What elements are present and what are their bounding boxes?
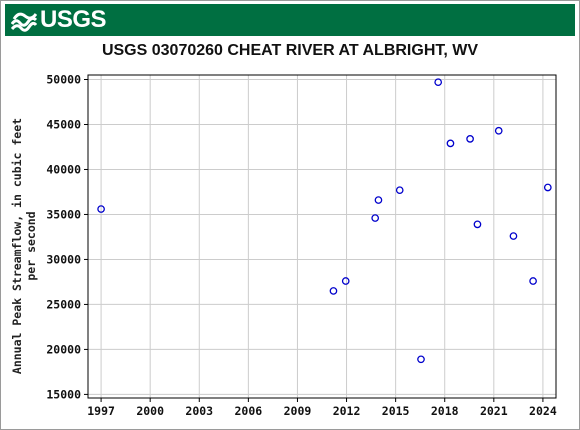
data-point (446, 139, 455, 148)
x-tick-label: 2009 (284, 404, 312, 418)
data-point (529, 277, 537, 285)
y-tick-label: 15000 (46, 387, 81, 401)
x-tick-label: 2024 (529, 404, 557, 418)
data-point (97, 205, 105, 213)
x-tick-label: 2021 (480, 404, 508, 418)
usgs-logo-icon (11, 12, 37, 32)
x-tick-label: 1997 (87, 404, 115, 418)
data-point (509, 232, 518, 240)
y-tick-label: 45000 (46, 117, 81, 131)
y-tick-label: 20000 (46, 342, 81, 356)
data-point (395, 186, 404, 195)
data-point (417, 355, 425, 364)
data-point (329, 287, 338, 295)
x-tick-label: 2015 (382, 404, 410, 418)
usgs-logo: USGS (11, 6, 107, 33)
data-point (494, 126, 503, 135)
x-tick-label: 2003 (185, 404, 213, 418)
x-tick-label: 2018 (431, 404, 459, 418)
x-tick-label: 2006 (235, 404, 263, 418)
data-point (466, 135, 474, 143)
y-tick-label: 40000 (46, 162, 81, 176)
data-point (434, 78, 443, 87)
y-tick-label: 30000 (46, 252, 81, 266)
data-point (473, 220, 482, 229)
y-tick-label: 25000 (46, 297, 81, 311)
data-point (341, 277, 350, 285)
usgs-logo-text: USGS (40, 6, 107, 33)
data-point (374, 196, 383, 204)
usgs-banner: USGS (5, 4, 575, 36)
x-tick-label: 2012 (333, 404, 361, 418)
y-tick-label: 50000 (46, 72, 81, 86)
data-point (371, 214, 380, 222)
plot-area (88, 75, 556, 398)
chart-title: USGS 03070260 CHEAT RIVER AT ALBRIGHT, W… (101, 42, 479, 59)
y-tick-label: 35000 (46, 207, 81, 221)
plot-border (87, 74, 557, 399)
x-tick-label: 2000 (136, 404, 164, 418)
data-point (543, 183, 552, 192)
